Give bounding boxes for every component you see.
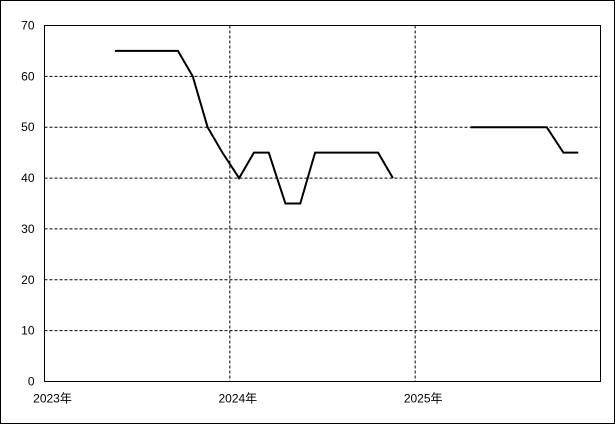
y-tick-label: 40 <box>21 171 35 185</box>
line-series <box>114 49 579 205</box>
x-tick-label: 2025年 <box>404 392 443 406</box>
y-tick-label: 10 <box>21 324 35 338</box>
x-tick-label: 2023年 <box>33 392 72 406</box>
plot-frame <box>44 25 601 382</box>
x-tick-label: 2024年 <box>218 392 257 406</box>
y-tick-label: 50 <box>21 120 35 134</box>
y-tick-label: 60 <box>21 69 35 83</box>
y-tick-label: 20 <box>21 273 35 287</box>
y-tick-label: 70 <box>21 19 35 33</box>
y-tick-label: 30 <box>21 222 35 236</box>
y-tick-label: 0 <box>28 375 35 389</box>
